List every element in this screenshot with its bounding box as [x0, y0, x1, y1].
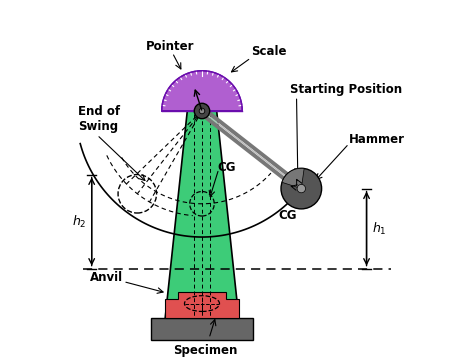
Text: End of
Swing: End of Swing — [78, 105, 120, 133]
Text: Hammer: Hammer — [349, 132, 405, 145]
Text: CG: CG — [279, 209, 297, 223]
Text: $h_2$: $h_2$ — [72, 214, 86, 229]
Polygon shape — [162, 71, 242, 111]
Text: Scale: Scale — [251, 45, 286, 58]
Wedge shape — [282, 168, 304, 188]
Text: Pointer: Pointer — [146, 40, 195, 53]
Polygon shape — [165, 292, 239, 318]
Text: $h_1$: $h_1$ — [372, 220, 386, 237]
Bar — [151, 318, 253, 340]
Circle shape — [297, 185, 306, 193]
Polygon shape — [165, 111, 239, 318]
Text: Anvil: Anvil — [90, 271, 123, 284]
Circle shape — [281, 168, 322, 209]
Text: Starting Position: Starting Position — [290, 84, 401, 97]
Circle shape — [194, 103, 210, 119]
Circle shape — [199, 108, 205, 114]
Text: Specimen: Specimen — [173, 344, 237, 357]
Text: CG: CG — [218, 160, 236, 173]
